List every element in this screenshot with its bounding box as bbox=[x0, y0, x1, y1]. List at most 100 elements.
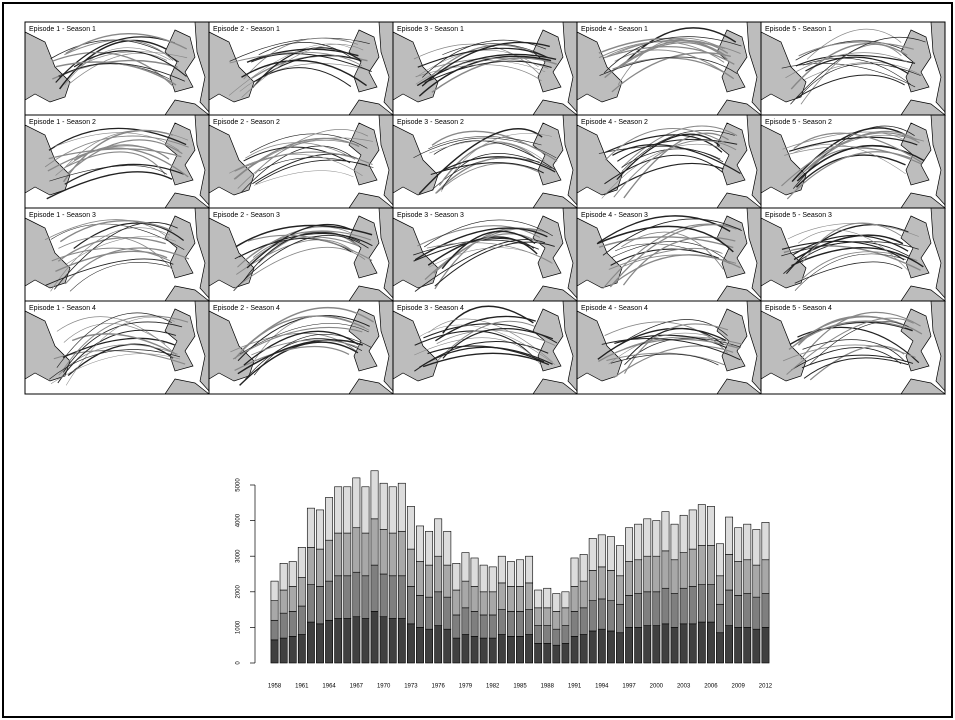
bar-segment bbox=[735, 627, 742, 663]
map-panel: Episode 5 - Season 1 bbox=[761, 22, 945, 115]
bar-segment bbox=[644, 519, 651, 556]
panel-label: Episode 1 - Season 4 bbox=[29, 305, 96, 312]
bar-segment bbox=[480, 638, 487, 663]
bar-segment bbox=[571, 636, 578, 663]
map-panel: Episode 2 - Season 1 bbox=[209, 22, 393, 115]
bar-segment bbox=[616, 546, 623, 576]
bar-segment bbox=[353, 617, 360, 663]
bar-segment bbox=[316, 624, 323, 663]
bar-segment bbox=[680, 588, 687, 624]
bar-segment bbox=[471, 558, 478, 586]
bar-segment bbox=[298, 606, 305, 634]
map-panel: Episode 5 - Season 4 bbox=[761, 301, 945, 394]
bar-segment bbox=[662, 588, 669, 624]
y-tick-label: 2000 bbox=[236, 584, 242, 598]
x-tick-label: 1994 bbox=[595, 684, 609, 690]
bar-segment bbox=[580, 581, 587, 608]
bar-segment bbox=[571, 558, 578, 586]
bar-segment bbox=[289, 636, 296, 663]
bar-segment bbox=[371, 519, 378, 565]
map-panel: Episode 3 - Season 4 bbox=[393, 301, 577, 394]
bar-segment bbox=[344, 576, 351, 619]
bar-segment bbox=[507, 611, 514, 636]
bar-segment bbox=[616, 633, 623, 663]
x-tick-label: 2003 bbox=[677, 684, 691, 690]
panel-label: Episode 5 - Season 2 bbox=[765, 119, 832, 126]
bar-segment bbox=[725, 626, 732, 663]
bar-segment bbox=[735, 562, 742, 596]
bar-segment bbox=[389, 533, 396, 576]
bar-segment bbox=[407, 624, 414, 663]
map-panel: Episode 4 - Season 4 bbox=[577, 301, 761, 394]
bar-segment bbox=[498, 556, 505, 583]
bar-segment bbox=[671, 594, 678, 628]
bar-segment bbox=[498, 610, 505, 635]
x-tick-label: 2012 bbox=[759, 684, 773, 690]
bar-segment bbox=[444, 531, 451, 565]
bar-segment bbox=[644, 592, 651, 626]
bar-segment bbox=[416, 627, 423, 663]
bar-segment bbox=[725, 517, 732, 554]
bar-segment bbox=[371, 565, 378, 611]
bar-segment bbox=[653, 592, 660, 626]
bar-segment bbox=[362, 576, 369, 619]
bar-segment bbox=[689, 624, 696, 663]
bar-segment bbox=[635, 627, 642, 663]
map-panel: Episode 1 - Season 4 bbox=[25, 301, 209, 394]
bar-segment bbox=[407, 586, 414, 623]
bar-segment bbox=[680, 624, 687, 663]
bar-segment bbox=[507, 636, 514, 663]
bar-segment bbox=[544, 608, 551, 626]
bar-segment bbox=[335, 619, 342, 664]
panel-label: Episode 1 - Season 3 bbox=[29, 212, 96, 219]
bar-segment bbox=[571, 611, 578, 636]
bar-segment bbox=[707, 622, 714, 663]
panel-label: Episode 4 - Season 1 bbox=[581, 26, 648, 33]
bar-segment bbox=[716, 604, 723, 632]
panel-label: Episode 3 - Season 1 bbox=[397, 26, 464, 33]
bar-segment bbox=[489, 567, 496, 592]
bar-segment bbox=[725, 590, 732, 626]
bar-segment bbox=[680, 553, 687, 589]
bar-segment bbox=[498, 583, 505, 610]
bar-segment bbox=[498, 635, 505, 663]
x-tick-label: 1982 bbox=[486, 684, 500, 690]
bar-segment bbox=[316, 586, 323, 623]
bar-segment bbox=[671, 627, 678, 663]
x-tick-label: 1970 bbox=[377, 684, 391, 690]
panel-label: Episode 4 - Season 2 bbox=[581, 119, 648, 126]
panel-label: Episode 1 - Season 1 bbox=[29, 26, 96, 33]
bar-segment bbox=[471, 636, 478, 663]
bar-segment bbox=[689, 510, 696, 549]
x-tick-label: 1997 bbox=[622, 684, 636, 690]
bar-segment bbox=[298, 635, 305, 663]
map-panel: Episode 1 - Season 3 bbox=[25, 208, 209, 301]
bar-segment bbox=[307, 585, 314, 622]
bar-segment bbox=[625, 627, 632, 663]
map-panel: Episode 3 - Season 3 bbox=[393, 208, 577, 301]
bar-segment bbox=[516, 636, 523, 663]
bar-segment bbox=[471, 611, 478, 636]
bar-segment bbox=[289, 611, 296, 636]
bar-segment bbox=[389, 576, 396, 619]
bar-segment bbox=[553, 645, 560, 663]
bar-segment bbox=[425, 597, 432, 629]
bar-segment bbox=[762, 560, 769, 594]
bar-segment bbox=[489, 592, 496, 615]
bar-segment bbox=[425, 565, 432, 597]
bar-segment bbox=[462, 553, 469, 581]
bar-segment bbox=[553, 594, 560, 612]
bar-segment bbox=[525, 556, 532, 583]
bar-segment bbox=[353, 478, 360, 528]
map-panel: Episode 4 - Season 2 bbox=[577, 115, 761, 208]
x-tick-label: 2006 bbox=[704, 684, 718, 690]
bar-segment bbox=[707, 546, 714, 585]
bar-segment bbox=[580, 608, 587, 635]
bar-segment bbox=[416, 595, 423, 627]
bar-segment bbox=[598, 567, 605, 599]
bar-segment bbox=[271, 601, 278, 621]
bar-segment bbox=[525, 583, 532, 610]
bar-segment bbox=[480, 565, 487, 592]
bar-segment bbox=[435, 556, 442, 592]
bar-segment bbox=[380, 530, 387, 575]
